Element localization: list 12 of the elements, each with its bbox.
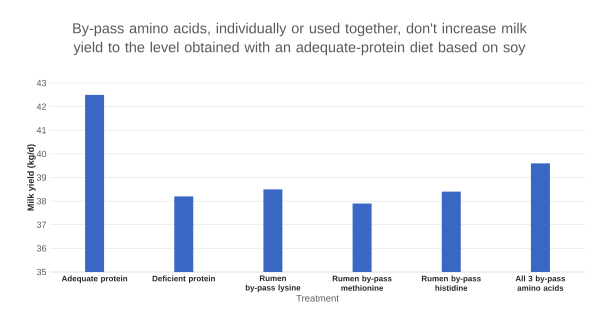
y-tick-label: 42 xyxy=(36,103,46,110)
y-axis-title: Milk yield (kg/d) xyxy=(27,144,36,211)
y-tick-label: 39 xyxy=(36,174,46,181)
y-tick-label: 38 xyxy=(36,198,46,204)
y-tick-label: 36 xyxy=(36,245,46,252)
y-tick-label: 35 xyxy=(36,268,46,276)
x-axis-title: Treatment xyxy=(296,294,339,302)
y-tick-label: 40 xyxy=(36,150,46,158)
y-tick-label: 37 xyxy=(36,222,46,228)
y-tick-label: 41 xyxy=(36,127,46,134)
chart-title: By-pass amino acids, individually or used together, don't increase milk yield to the level obtained with an adequate-protein diet based on soy xyxy=(73,22,527,56)
y-tick-label: 43 xyxy=(36,80,46,86)
